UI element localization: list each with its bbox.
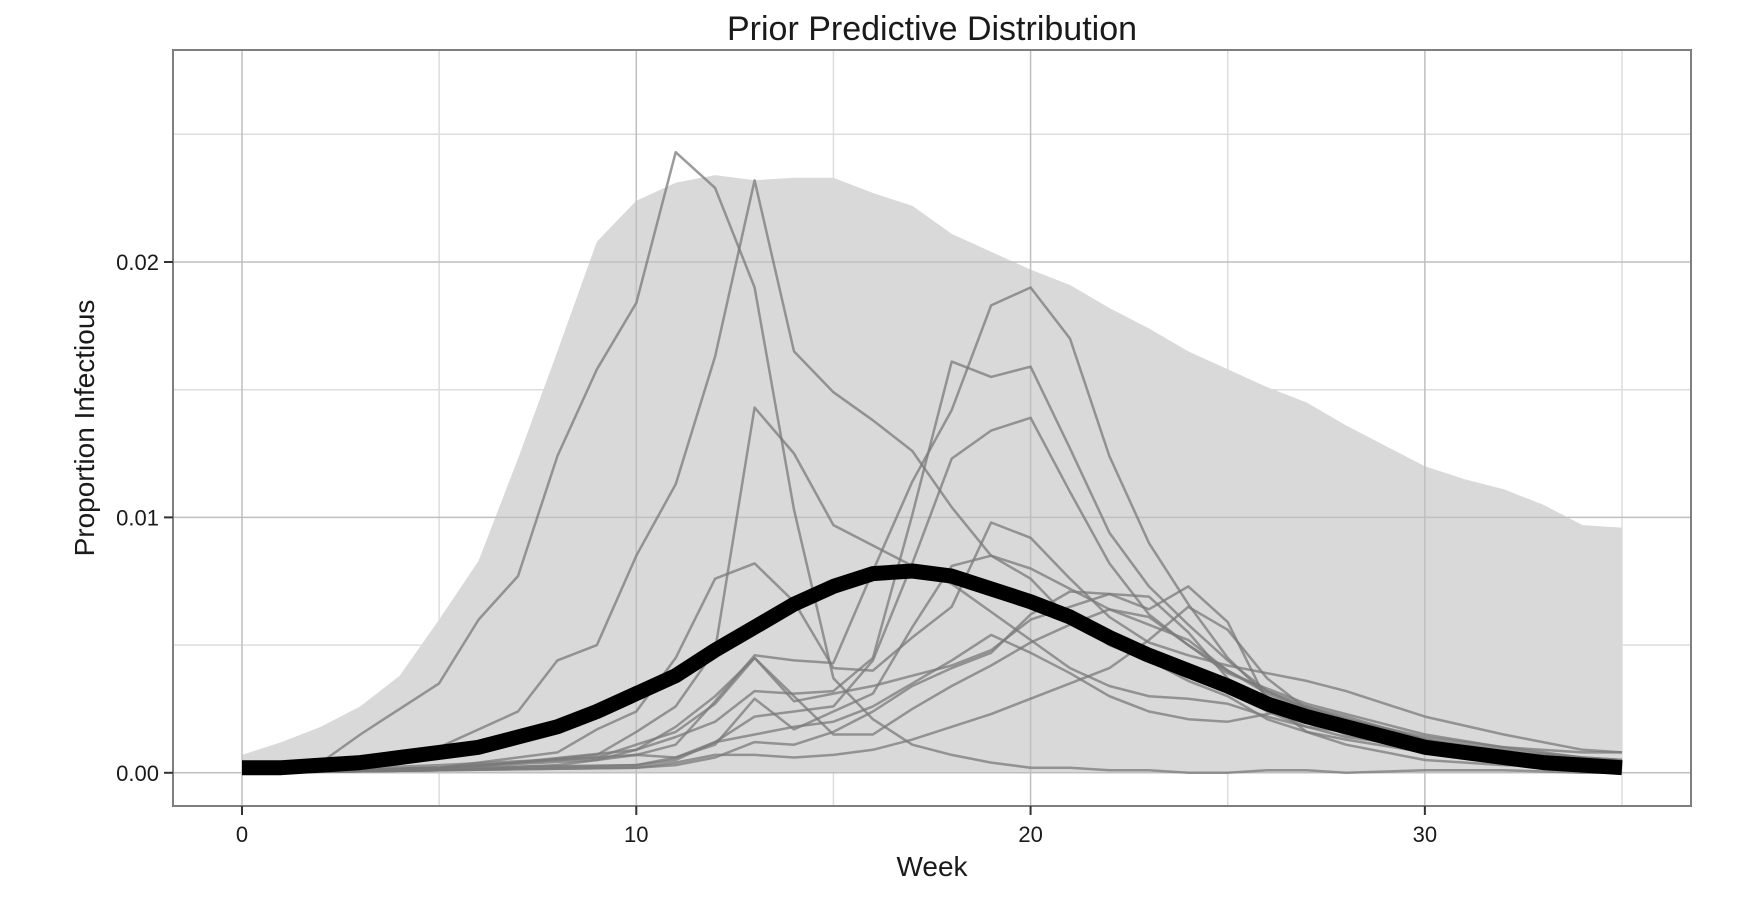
x-tick-label: 30 (1413, 822, 1437, 847)
y-tick-label: 0.00 (116, 761, 159, 786)
sample-trajectory-2 (241, 150, 1622, 775)
y-axis-title: Proportion Infectious (69, 300, 100, 557)
x-tick-label: 0 (236, 822, 248, 847)
x-tick-label: 10 (624, 822, 648, 847)
prior-predictive-band (242, 175, 1622, 773)
sample-trajectory-13 (241, 608, 1622, 775)
sample-trajectory-12 (241, 633, 1623, 775)
sample-trajectory-3 (241, 406, 1623, 775)
sample-trajectory-10 (241, 585, 1622, 775)
x-tick-label: 20 (1018, 822, 1042, 847)
x-axis-title: Week (896, 851, 968, 882)
mean-series-layer (242, 563, 1623, 776)
y-axis: 0.00 0.01 0.02 (116, 250, 173, 786)
prior-band-layer (242, 175, 1622, 773)
chart-title: Prior Predictive Distribution (727, 10, 1137, 48)
mean-trajectory (242, 563, 1623, 776)
y-tick-label: 0.02 (116, 250, 159, 275)
plot-frame (172, 49, 1692, 807)
y-tick-label: 0.01 (116, 505, 159, 530)
x-axis: 0 10 20 30 (236, 806, 1437, 847)
major-gridlines (173, 50, 1691, 806)
